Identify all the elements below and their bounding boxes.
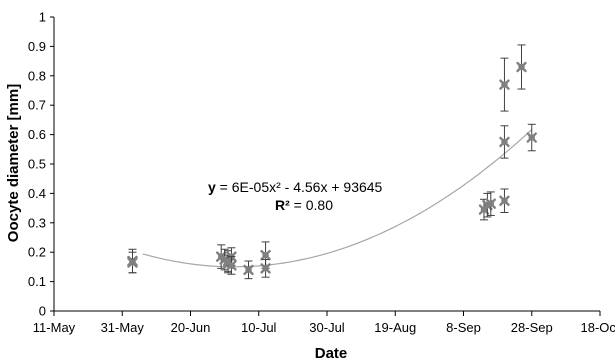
data-point — [485, 191, 496, 216]
y-tick-label: 0.4 — [28, 186, 46, 201]
trendline-r-squared: R² = 0.80 — [275, 197, 333, 213]
data-point — [499, 125, 510, 159]
data-points — [127, 44, 537, 280]
data-point — [499, 57, 510, 112]
y-axis-ticks: 0 0.1 0.2 0.3 0.4 0.5 0.6 0.7 0.8 0.9 1 — [28, 10, 54, 319]
y-tick-label: 0.9 — [28, 39, 46, 54]
x-tick-label: 19-Aug — [374, 320, 416, 335]
point-marker-cross — [526, 132, 537, 143]
point-marker-cross — [499, 195, 510, 206]
data-point — [499, 188, 510, 214]
point-marker-cross — [499, 79, 510, 90]
trendline-equation-lhs: y — [208, 179, 216, 195]
y-tick-label: 0.6 — [28, 127, 46, 142]
point-marker-cross — [243, 264, 254, 276]
y-tick-label: 0 — [39, 304, 46, 319]
x-axis-title: Date — [315, 345, 348, 362]
point-marker-cross — [260, 263, 271, 274]
x-tick-label: 31-May — [101, 320, 145, 335]
trendline-equation-rhs: = 6E-05x² - 4.56x + 93645 — [216, 179, 383, 195]
trendline-equation: y = 6E-05x² - 4.56x + 93645 — [208, 179, 383, 195]
point-marker-cross — [516, 61, 527, 73]
x-tick-label: 28-Sep — [511, 320, 553, 335]
point-marker-cross — [127, 257, 138, 268]
y-axis-title: Oocyte diameter [mm] — [5, 84, 22, 242]
r-squared-value: = 0.80 — [290, 197, 333, 213]
y-tick-label: 1 — [39, 10, 46, 25]
y-tick-label: 0.3 — [28, 215, 46, 230]
point-marker-cross — [499, 136, 510, 148]
x-axis-ticks: 11-May 31-May 20-Jun 10-Jul 30-Jul 19-Aug 8-Se… — [33, 311, 615, 335]
data-point — [127, 251, 138, 274]
x-tick-label: 20-Jun — [171, 320, 211, 335]
trendline — [142, 129, 533, 268]
data-point — [243, 260, 254, 280]
data-point — [516, 44, 527, 90]
r-squared-label: R² — [275, 197, 290, 213]
y-tick-label: 0.2 — [28, 245, 46, 260]
y-tick-label: 0.7 — [28, 98, 46, 113]
data-point — [526, 123, 537, 152]
y-tick-label: 0.5 — [28, 157, 46, 172]
data-point — [260, 259, 271, 278]
point-marker-cross — [226, 260, 237, 271]
data-point — [226, 256, 237, 275]
y-tick-label: 0.1 — [28, 274, 46, 289]
point-marker-cross — [260, 249, 271, 261]
plot-area: 0 0.1 0.2 0.3 0.4 0.5 0.6 0.7 0.8 0.9 1 11-May 31-M… — [28, 10, 615, 336]
x-tick-label: 30-Jul — [309, 320, 345, 335]
x-tick-label: 10-Jul — [241, 320, 277, 335]
x-tick-label: 11-May — [33, 320, 76, 335]
point-marker-cross — [485, 198, 496, 209]
x-tick-label: 18-Oct — [580, 320, 615, 335]
y-tick-label: 0.8 — [28, 68, 46, 83]
x-tick-label: 8-Sep — [446, 320, 481, 335]
